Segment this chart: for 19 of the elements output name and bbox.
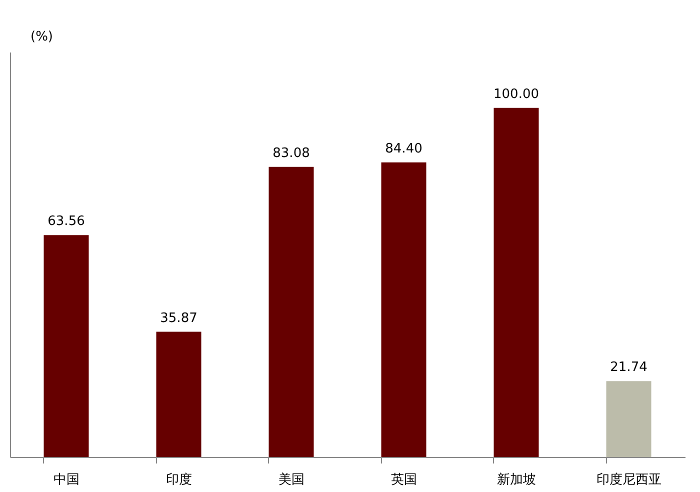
- x-tick-label: 印度: [166, 472, 192, 488]
- data-label: 63.56: [48, 214, 85, 230]
- y-axis-title: (%): [30, 30, 53, 44]
- x-tick-label: 印度尼西亚: [596, 472, 662, 488]
- bar: [606, 381, 652, 457]
- bar: [44, 235, 89, 457]
- data-label: 21.74: [610, 360, 648, 376]
- data-label: 35.87: [160, 310, 198, 326]
- x-tick-label: 新加坡: [496, 472, 536, 488]
- x-tick-label: 英国: [390, 472, 417, 488]
- x-tick-label: 美国: [278, 472, 304, 488]
- bar: [156, 332, 202, 457]
- bar: [494, 108, 539, 457]
- bar: [381, 162, 426, 457]
- data-label: 84.40: [385, 141, 422, 156]
- bar: [268, 166, 314, 457]
- data-label: 83.08: [272, 146, 310, 161]
- data-label: 100.00: [494, 86, 539, 102]
- x-tick-label: 中国: [53, 472, 80, 488]
